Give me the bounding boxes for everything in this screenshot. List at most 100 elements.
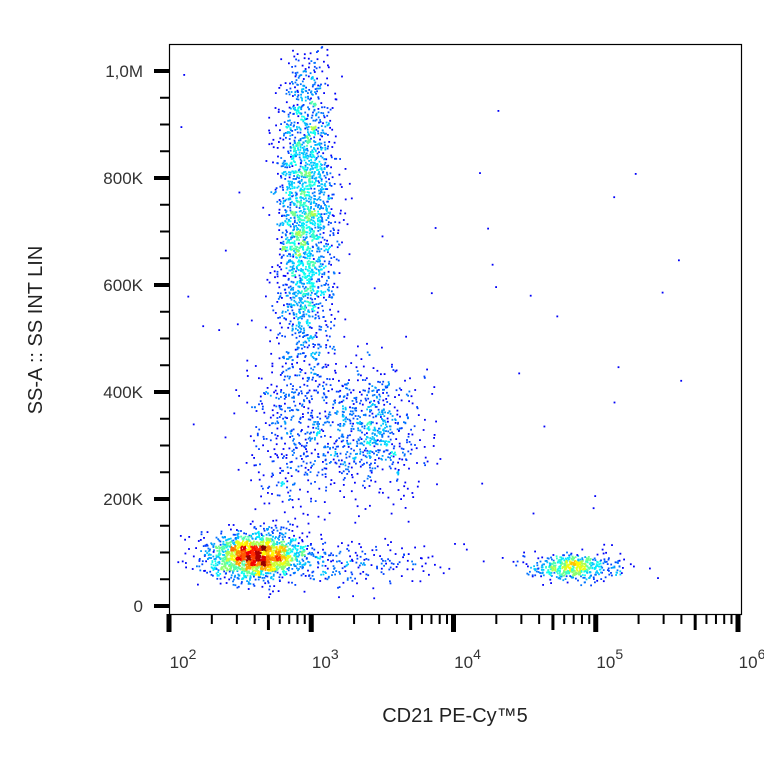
data-point (579, 571, 582, 574)
data-point (312, 285, 315, 288)
data-point (290, 538, 292, 541)
data-point (378, 457, 380, 460)
data-point (533, 568, 536, 570)
data-point (306, 175, 309, 177)
data-point (319, 215, 322, 218)
data-point (388, 410, 391, 413)
data-point (312, 167, 314, 170)
data-point (314, 317, 317, 320)
data-point (261, 565, 263, 568)
data-point (306, 282, 309, 285)
data-point (288, 556, 291, 559)
data-point (382, 399, 385, 402)
data-point (364, 397, 367, 400)
data-point (352, 428, 355, 430)
data-point (318, 272, 321, 274)
data-point (366, 477, 369, 480)
data-point (287, 278, 290, 281)
data-point (316, 247, 319, 250)
data-point (312, 183, 315, 186)
data-point (331, 388, 333, 391)
data-point (599, 560, 602, 563)
data-point (571, 565, 574, 568)
data-point (184, 538, 186, 541)
data-point (326, 171, 328, 174)
data-point (254, 532, 257, 535)
data-point (305, 217, 307, 219)
data-point (274, 568, 276, 571)
data-point (224, 567, 227, 569)
data-point (360, 358, 363, 360)
data-point (323, 273, 326, 276)
data-point (566, 581, 569, 584)
data-point (350, 428, 353, 430)
data-point (288, 303, 290, 306)
data-point (312, 236, 315, 239)
data-point (304, 194, 307, 197)
data-point (313, 71, 316, 73)
data-point (346, 223, 349, 226)
data-point (222, 543, 225, 545)
data-point (296, 122, 299, 124)
data-point (333, 400, 336, 402)
data-point (238, 546, 241, 549)
data-point (307, 301, 310, 303)
data-point (229, 543, 232, 546)
data-point (307, 172, 310, 174)
data-point (406, 439, 408, 441)
data-point (317, 295, 320, 298)
data-point (303, 383, 306, 386)
data-point (345, 383, 348, 386)
data-point (323, 92, 325, 94)
data-point (287, 113, 290, 116)
data-point (346, 393, 349, 395)
data-point (292, 49, 294, 52)
data-point (337, 423, 340, 426)
data-point (304, 295, 307, 297)
data-point (277, 317, 280, 319)
data-point (302, 222, 305, 224)
data-point (328, 212, 331, 215)
data-point (555, 555, 558, 558)
data-point (263, 545, 266, 548)
data-point (308, 251, 311, 254)
data-point (228, 541, 231, 544)
data-point (249, 579, 251, 581)
data-point (314, 235, 317, 237)
data-point (516, 560, 519, 563)
data-point (311, 575, 314, 577)
data-point (334, 98, 337, 101)
data-point (316, 198, 319, 201)
data-point (308, 436, 311, 439)
data-point (338, 465, 341, 468)
data-point (391, 366, 393, 368)
data-point (291, 211, 294, 214)
data-point (181, 560, 184, 563)
data-point (309, 287, 312, 290)
data-point (299, 214, 301, 217)
data-point (365, 377, 368, 380)
data-point (343, 477, 346, 479)
data-point (243, 532, 245, 535)
data-point (265, 575, 267, 577)
data-point (237, 558, 240, 561)
data-point (306, 392, 308, 395)
data-point (407, 394, 409, 397)
data-point (242, 540, 244, 543)
data-point (201, 563, 204, 566)
data-point (284, 318, 287, 320)
data-point (309, 564, 312, 567)
data-point (308, 280, 310, 283)
data-point (262, 543, 265, 546)
data-point (295, 302, 298, 305)
data-point (295, 233, 297, 236)
data-point (289, 489, 292, 492)
data-point (314, 262, 317, 264)
data-point (309, 294, 312, 297)
data-point (317, 219, 319, 222)
data-point (379, 413, 382, 416)
data-point (321, 255, 323, 258)
data-point (319, 302, 322, 305)
data-point (329, 172, 332, 175)
data-point (282, 355, 285, 358)
